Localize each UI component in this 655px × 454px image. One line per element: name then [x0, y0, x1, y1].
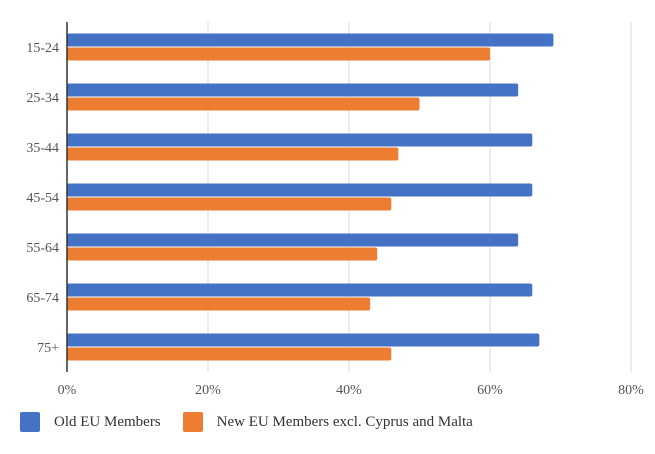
- bar-new-eu-35-44: [67, 147, 399, 161]
- bar-new-eu-25-34: [67, 97, 420, 111]
- x-tick-label: 20%: [195, 383, 221, 398]
- legend-swatch-new-eu: [182, 412, 203, 432]
- x-tick-label: 80%: [618, 383, 644, 398]
- legend-item-old-eu: Old EU Members: [20, 412, 161, 432]
- bar-new-eu-45-54: [67, 197, 392, 211]
- bar-new-eu-55-64: [67, 247, 378, 261]
- bar-old-eu-45-54: [67, 183, 533, 197]
- bar-chart: 0% 20% 40% 60% 80% 15-24 25-34 35-44 45-54 55-64 6…: [26, 22, 644, 398]
- legend-swatch-old-eu: [20, 412, 40, 432]
- bar-old-eu-55-64: [67, 233, 519, 247]
- x-tick-label: 40%: [336, 383, 362, 398]
- bar-new-eu-75+: [67, 347, 392, 361]
- y-tick-label: 45-54: [26, 191, 59, 206]
- legend-item-new-eu: New EU Members excl. Cyprus and Malta: [182, 412, 473, 432]
- bar-new-eu-65-74: [67, 297, 371, 311]
- y-tick-label: 35-44: [26, 141, 59, 156]
- bar-old-eu-15-24: [67, 33, 554, 47]
- bar-old-eu-65-74: [67, 283, 533, 297]
- y-tick-label: 65-74: [26, 291, 59, 306]
- bar-old-eu-75+: [67, 333, 540, 347]
- legend-label-new-eu: New EU Members excl. Cyprus and Malta: [216, 413, 473, 430]
- x-tick-label: 0%: [58, 383, 77, 398]
- bar-old-eu-35-44: [67, 133, 533, 147]
- bar-old-eu-25-34: [67, 83, 519, 97]
- y-tick-label: 75+: [37, 341, 59, 356]
- legend-label-old-eu: Old EU Members: [54, 413, 161, 430]
- y-tick-label: 15-24: [26, 41, 59, 56]
- bar-new-eu-15-24: [67, 47, 490, 61]
- x-tick-label: 60%: [477, 383, 503, 398]
- legend: Old EU Members New EU Members excl. Cypr…: [20, 408, 495, 436]
- y-tick-label: 55-64: [26, 241, 59, 256]
- y-tick-label: 25-34: [26, 91, 59, 106]
